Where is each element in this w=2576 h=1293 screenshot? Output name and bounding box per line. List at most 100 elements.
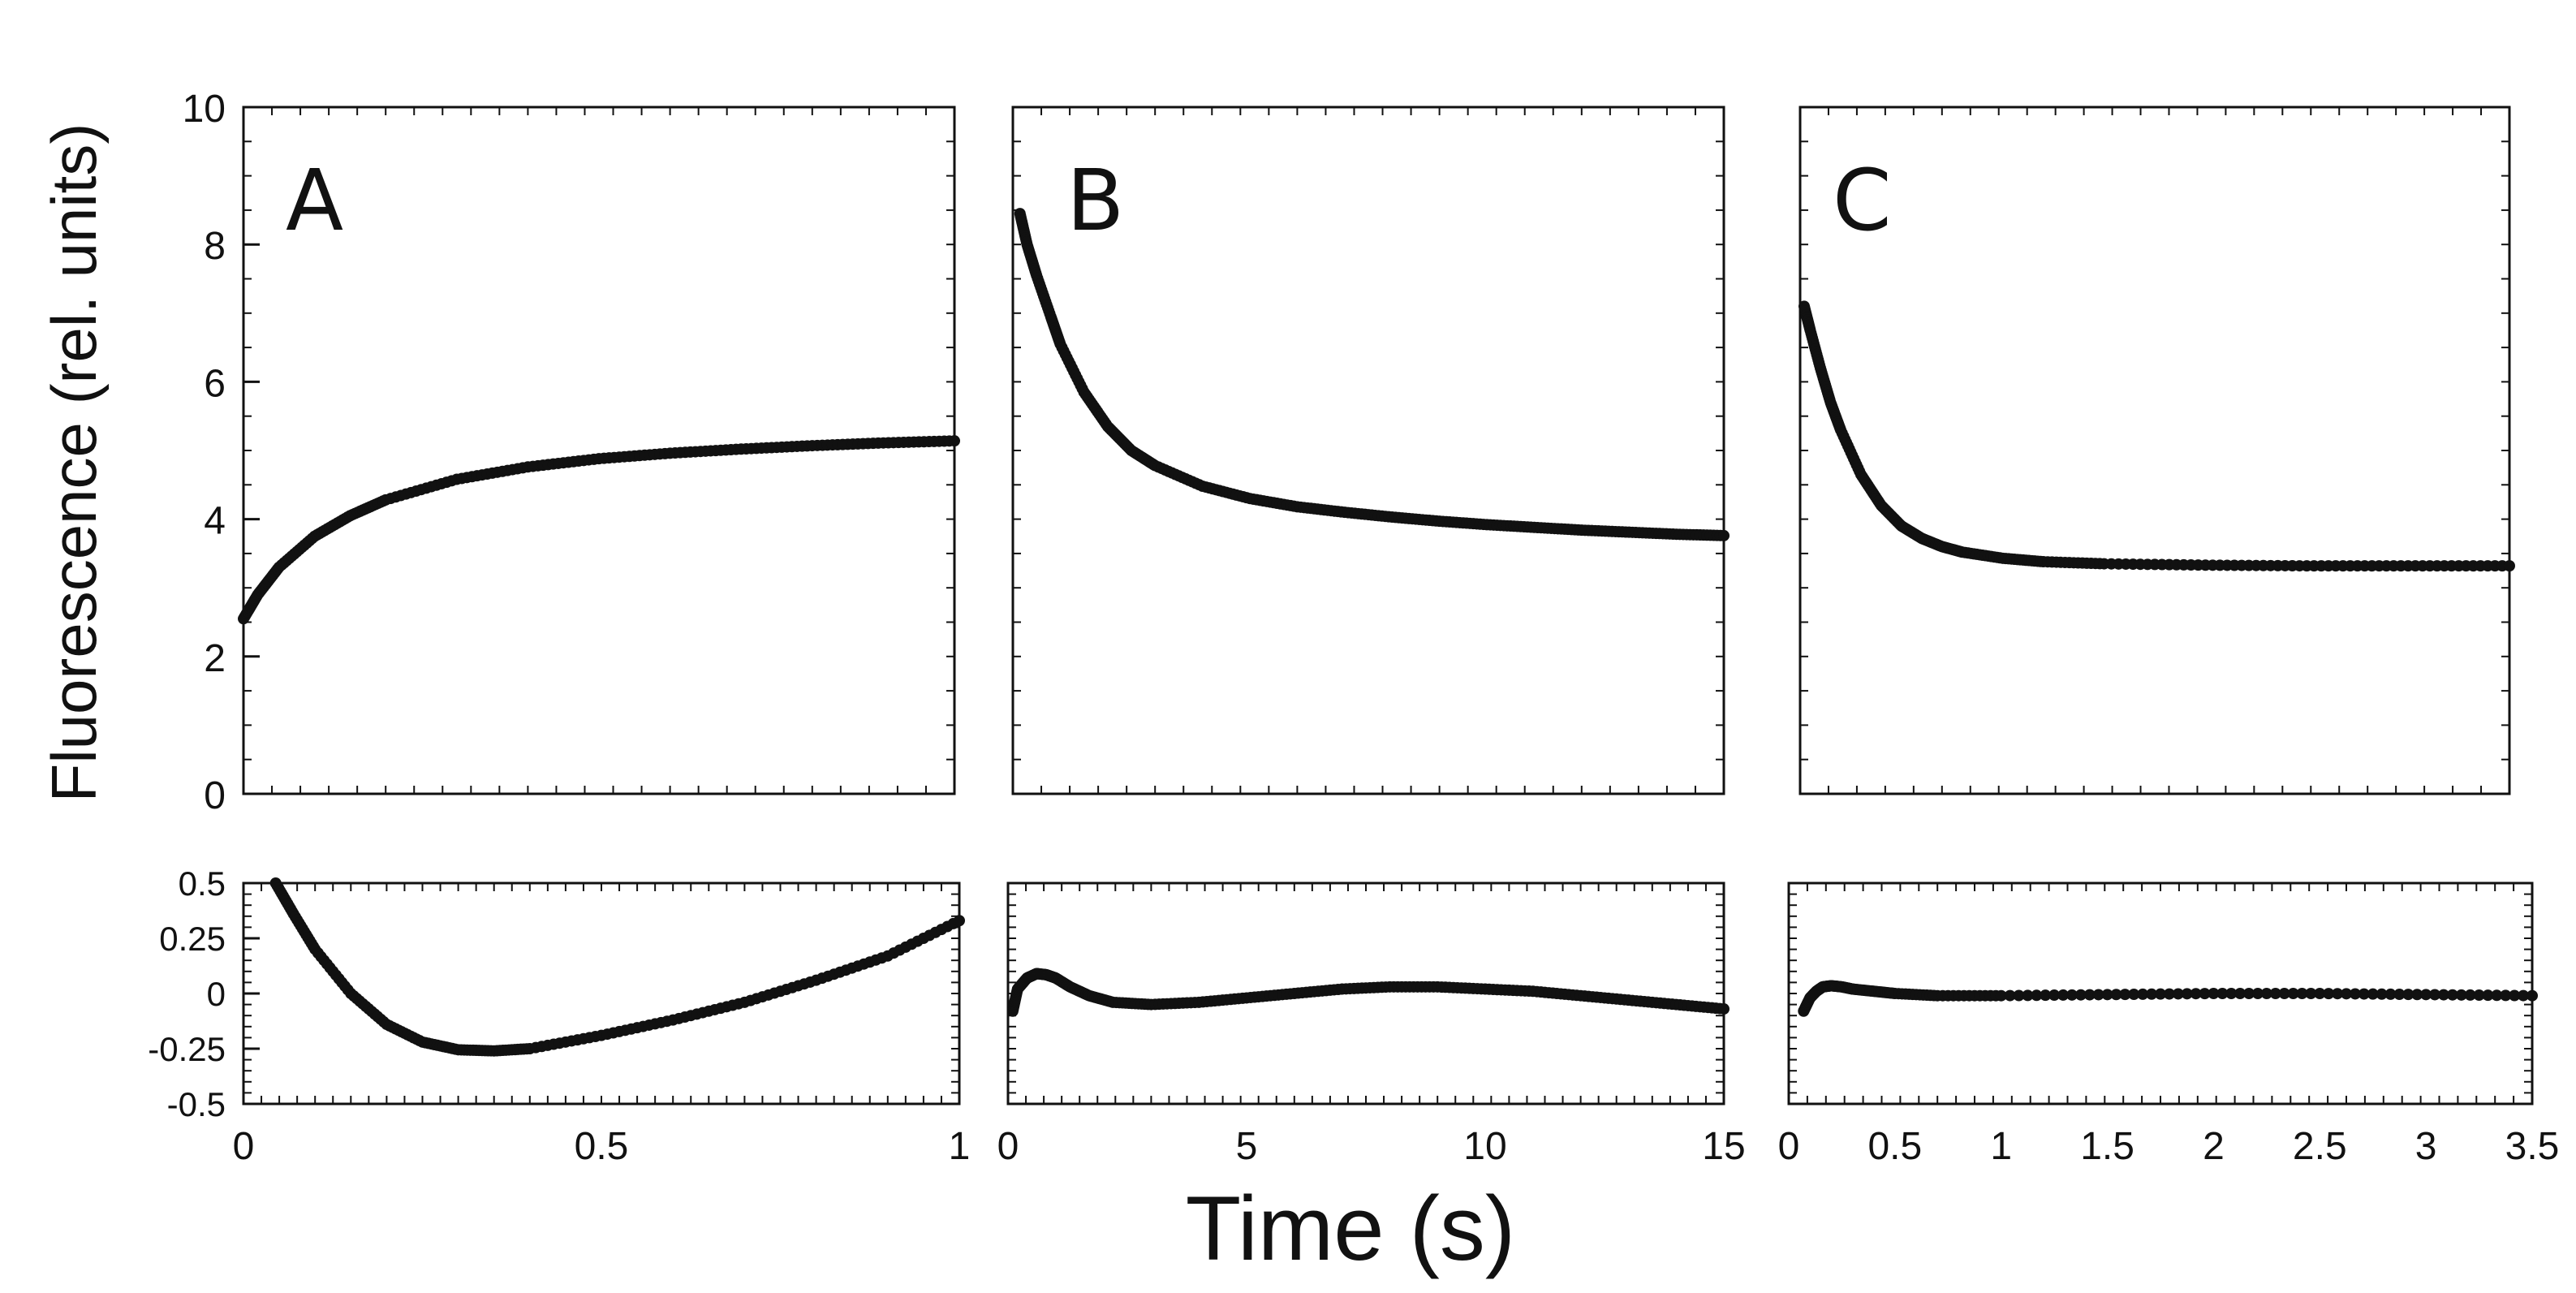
data-point xyxy=(2155,988,2166,1000)
data-point xyxy=(2500,989,2512,1002)
data-point xyxy=(2482,989,2494,1002)
data-point xyxy=(2119,989,2131,1001)
data-point xyxy=(2455,989,2467,1001)
series-b-main xyxy=(1014,208,1730,541)
series-a-residual xyxy=(269,877,965,1057)
data-point xyxy=(2305,988,2317,999)
x-tick-label: 0.5 xyxy=(575,1125,629,1168)
data-point xyxy=(2429,989,2441,1001)
data-point xyxy=(2074,989,2087,1001)
data-point xyxy=(2234,988,2246,999)
x-tick-label: 2.5 xyxy=(2293,1125,2347,1168)
data-point xyxy=(2323,988,2335,1000)
data-point xyxy=(2446,989,2458,1001)
data-point xyxy=(2137,988,2149,1000)
x-tick-label: 15 xyxy=(1702,1125,1745,1168)
data-point xyxy=(2146,988,2158,1000)
data-point xyxy=(2278,988,2290,999)
data-point xyxy=(954,915,965,927)
panel-c-main-plot xyxy=(1798,106,2515,795)
panel-b-residual-plot: 0 5 10 15 xyxy=(997,881,1746,1168)
data-point xyxy=(1718,529,1730,541)
data-point xyxy=(2367,988,2379,1000)
x-tick-label: 10 xyxy=(1463,1125,1506,1168)
data-point xyxy=(2420,989,2432,1001)
y-tick-label: 0.25 xyxy=(159,920,226,958)
panel-label-a: A xyxy=(286,151,343,250)
data-point xyxy=(2464,989,2476,1001)
data-point xyxy=(2358,988,2370,1000)
data-point xyxy=(2518,989,2530,1002)
x-tick-label: 0 xyxy=(233,1125,255,1168)
data-point xyxy=(2287,988,2299,999)
panel-c-residual-plot: 0 0.5 1 1.5 2 2.5 3 3.5 xyxy=(1778,881,2559,1168)
data-point xyxy=(2437,989,2449,1001)
panel-a-residual-plot: -0.5 -0.25 0 0.25 0.5 0 0.5 1 xyxy=(148,864,970,1168)
y-tick-label: 6 xyxy=(204,362,226,405)
x-tick-label: 0 xyxy=(997,1125,1019,1168)
data-point xyxy=(2269,988,2281,999)
data-point xyxy=(2491,989,2503,1002)
panel-a-main-plot: 0 2 4 6 8 10 xyxy=(183,88,960,817)
y-tick-label: 4 xyxy=(204,500,226,543)
data-point xyxy=(2066,989,2078,1001)
series-c-residual xyxy=(1798,980,2538,1017)
data-point xyxy=(2004,989,2016,1002)
panel-b-main-plot xyxy=(1011,106,1730,795)
x-tick-label: 5 xyxy=(1236,1125,1258,1168)
x-tick-label: 3 xyxy=(2415,1125,2437,1168)
data-point xyxy=(2216,988,2229,999)
data-point xyxy=(2190,988,2202,1000)
data-point xyxy=(2411,989,2423,1001)
y-axis-title: Fluorescence (rel. units) xyxy=(38,123,110,803)
data-point xyxy=(2083,989,2096,1001)
data-point xyxy=(2260,988,2272,999)
y-tick-label: 0 xyxy=(207,975,226,1013)
x-tick-label: 1 xyxy=(949,1125,971,1168)
data-point xyxy=(2057,989,2070,1001)
data-point xyxy=(2225,988,2238,999)
data-point xyxy=(2332,988,2344,1000)
series-a-main xyxy=(238,435,960,625)
data-point xyxy=(2181,988,2193,1000)
data-point xyxy=(2208,988,2220,999)
y-tick-label: 0 xyxy=(204,774,226,817)
data-point xyxy=(2092,989,2104,1001)
data-point xyxy=(2526,989,2538,1002)
data-point xyxy=(949,435,960,447)
data-point xyxy=(2243,988,2255,999)
data-point xyxy=(2101,989,2113,1001)
data-point xyxy=(2349,988,2361,1000)
data-point xyxy=(2022,989,2034,1002)
x-axis-title: Time (s) xyxy=(1186,1178,1515,1279)
series-c-main xyxy=(1798,300,2515,572)
data-point xyxy=(2341,988,2352,1000)
x-tick-label: 1 xyxy=(1990,1125,2012,1168)
data-point xyxy=(2314,988,2326,999)
data-point xyxy=(2509,989,2521,1002)
data-point xyxy=(2031,989,2043,1002)
data-point xyxy=(1995,989,2007,1002)
data-point xyxy=(2376,988,2388,1000)
data-point xyxy=(2473,989,2485,1002)
data-point xyxy=(2040,989,2052,1002)
plot-frame-c-main xyxy=(1798,106,2511,795)
data-point xyxy=(2163,988,2175,1000)
data-point xyxy=(2504,560,2515,572)
y-tick-label: 10 xyxy=(183,88,226,131)
y-tick-label: 0.5 xyxy=(179,864,226,903)
x-tick-label: 2 xyxy=(2203,1125,2225,1168)
y-tick-label: -0.25 xyxy=(148,1030,226,1068)
data-point xyxy=(2110,989,2122,1001)
data-point xyxy=(2402,989,2414,1001)
x-tick-label: 0 xyxy=(1778,1125,1800,1168)
data-point xyxy=(2384,988,2397,1000)
data-point xyxy=(2393,989,2406,1001)
data-point xyxy=(2128,989,2140,1001)
data-point xyxy=(2251,988,2264,999)
y-tick-label: 8 xyxy=(204,225,226,268)
panel-label-b: B xyxy=(1066,151,1124,250)
y-tick-label: -0.5 xyxy=(167,1085,226,1123)
data-point xyxy=(1718,1003,1730,1015)
